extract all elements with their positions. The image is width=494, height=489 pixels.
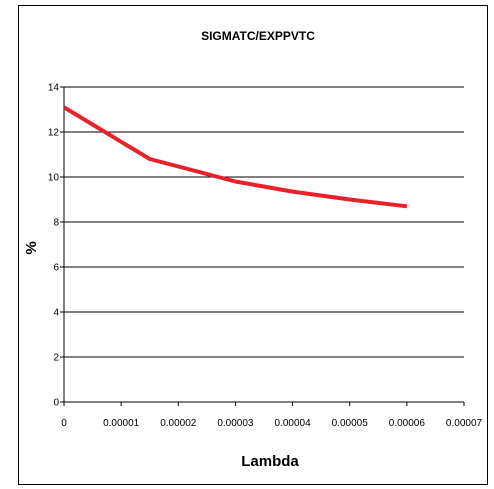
x-tick-label: 0.00001 [103,418,140,429]
x-tick-label: 0.00006 [389,418,426,429]
y-tick-label: 12 [48,128,60,139]
y-tick-label: 14 [48,83,60,94]
x-tick-label: 0.00002 [160,418,197,429]
series-group [62,105,408,209]
y-tick-label: 8 [53,218,59,229]
x-axis-ticks: 0 0.00001 0.00002 0.00003 0.00004 0.00005 0.00… [61,402,483,429]
x-tick-label: 0 [61,418,67,429]
y-tick-label: 0 [53,398,59,409]
x-axis-label: Lambda [241,453,299,470]
y-tick-label: 2 [53,353,59,364]
chart-title: SIGMATC/EXPPVTC [201,29,315,43]
gridlines [64,86,464,358]
x-tick-label: 0.00004 [274,418,311,429]
x-tick-label: 0.00007 [446,418,483,429]
x-tick-label: 0.00003 [217,418,254,429]
x-tick-label: 0.00005 [332,418,369,429]
y-tick-label: 4 [53,308,59,319]
chart-frame [18,5,488,485]
y-axis-label: % [23,241,40,254]
y-tick-label: 6 [53,263,59,274]
axes [63,87,464,403]
series-line [62,105,408,209]
y-tick-label: 10 [48,173,60,184]
y-axis-ticks: 0 2 4 6 8 10 12 14 [48,83,64,409]
